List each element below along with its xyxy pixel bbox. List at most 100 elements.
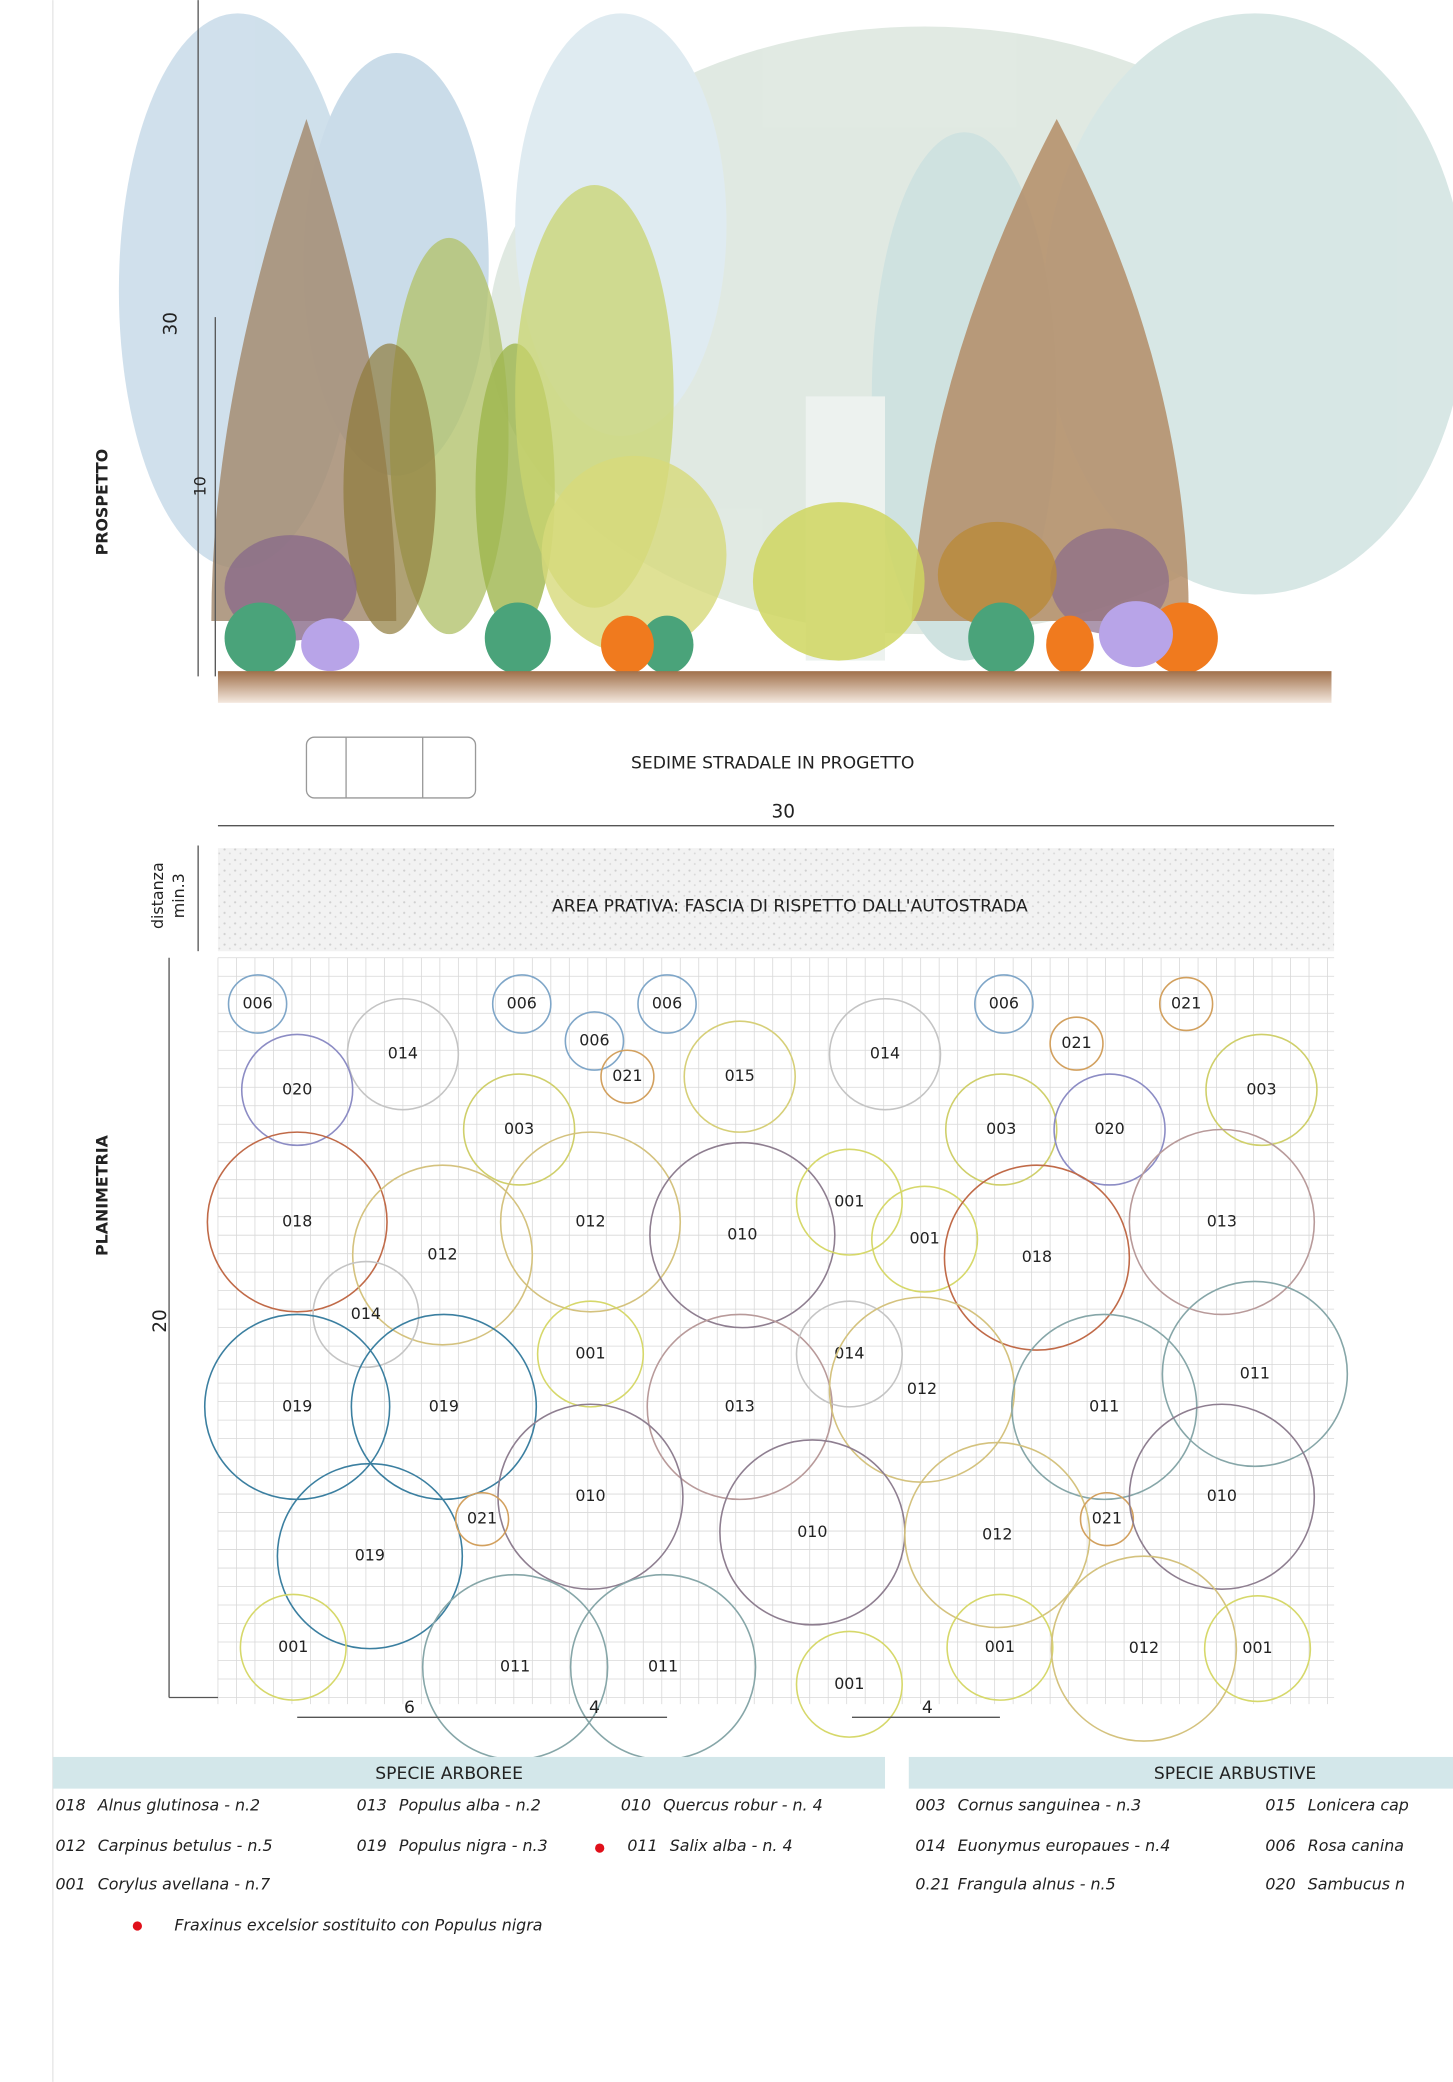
legend-code: 019 — [357, 1836, 387, 1855]
plant-canopy — [350, 1313, 538, 1501]
plant-label: 021 — [612, 1066, 642, 1085]
plant-canopy — [497, 1403, 684, 1590]
legend-code: 014 — [915, 1836, 945, 1855]
note-marker — [132, 1921, 142, 1931]
legend-name: Cornus sanguinea - n.3 — [958, 1795, 1142, 1814]
plant-label: 020 — [282, 1079, 312, 1098]
legend-code: 018 — [55, 1795, 85, 1814]
buffer-label: min.3 — [169, 873, 188, 918]
plant-canopy — [227, 974, 288, 1034]
plant-label: 019 — [355, 1546, 385, 1565]
plant-label: 021 — [1061, 1033, 1091, 1052]
legend-name: Carpinus betulus - n.5 — [98, 1836, 273, 1855]
legend-code: 012 — [55, 1836, 85, 1855]
plant-label: 014 — [388, 1044, 418, 1063]
plant-canopy — [795, 1630, 903, 1738]
legend: 018 Alnus glutinosa - n.2 013 Populus alba … — [55, 1795, 1408, 1893]
height-label: 30 — [161, 312, 182, 336]
spacing-label: 6 — [404, 1698, 415, 1718]
plant-canopy — [943, 1164, 1131, 1351]
plant-label: 001 — [834, 1192, 864, 1211]
plant-canopy — [1158, 976, 1214, 1032]
plant-label: 020 — [1094, 1119, 1124, 1138]
plant-label: 013 — [1207, 1211, 1237, 1230]
legend-name: Alnus glutinosa - n.2 — [97, 1795, 260, 1814]
plant-label: 013 — [725, 1396, 755, 1415]
spacing-label: 4 — [922, 1698, 933, 1718]
legend-header — [52, 1756, 886, 1789]
legend-name: Corylus avellana - n.7 — [98, 1875, 270, 1894]
plant-label: 001 — [834, 1674, 864, 1693]
plant-canopy — [974, 974, 1034, 1034]
section-label: PLANIMETRIA — [93, 1134, 112, 1256]
legend-code: 011 — [627, 1836, 657, 1855]
legend-code: 010 — [621, 1795, 651, 1814]
plant-label: 015 — [725, 1066, 755, 1085]
car-icon — [305, 736, 477, 799]
buffer-label: distanza — [148, 862, 167, 929]
plant-label: 010 — [1207, 1486, 1237, 1505]
depth-label: 20 — [150, 1309, 171, 1333]
legend-name: Lonicera cap — [1308, 1795, 1409, 1814]
legend-code: 0.21 — [915, 1875, 950, 1894]
plan-grid — [217, 957, 1335, 1705]
plant-label: 011 — [1089, 1396, 1119, 1415]
plant-label: 014 — [351, 1304, 381, 1323]
plant-canopy — [1203, 1594, 1312, 1703]
plant-label: 003 — [986, 1119, 1016, 1138]
spacing-label: 4 — [589, 1698, 600, 1718]
plant-canopy — [564, 1011, 625, 1071]
plant-label: 012 — [982, 1525, 1012, 1544]
plant-canopy — [491, 974, 552, 1034]
plant-canopy — [454, 1491, 510, 1547]
plant-label: 001 — [1242, 1638, 1272, 1657]
plant-canopy — [600, 1049, 655, 1104]
plant-label: 014 — [834, 1344, 864, 1363]
plant-canopy — [1128, 1128, 1316, 1316]
plant-label: 011 — [500, 1657, 530, 1676]
legend-name: Frangula alnus - n.5 — [958, 1875, 1116, 1894]
legend-title: SPECIE ARBUSTIVE — [1154, 1764, 1316, 1784]
plant-label: 003 — [504, 1119, 534, 1138]
plant-canopy — [904, 1441, 1091, 1629]
plant-canopy — [795, 1300, 903, 1408]
plant-canopy — [828, 997, 942, 1111]
plant-label: 011 — [1240, 1363, 1270, 1382]
plant-canopy — [206, 1131, 388, 1313]
plant-label: 018 — [282, 1211, 312, 1230]
section-label: PROSPETTO — [93, 449, 112, 556]
plant-canopy — [462, 1073, 576, 1186]
plant-label: 018 — [1022, 1247, 1052, 1266]
plant-canopy — [1050, 1555, 1238, 1742]
plant-label: 006 — [989, 994, 1019, 1013]
legend-name: Populus alba - n.2 — [399, 1795, 541, 1814]
plant-canopy — [536, 1300, 645, 1408]
plant-canopy — [1205, 1033, 1318, 1147]
legend-title: SPECIE ARBOREE — [375, 1764, 523, 1784]
plant-canopy — [239, 1593, 347, 1701]
plant-canopy — [1049, 1016, 1104, 1071]
plant-canopy — [646, 1313, 833, 1501]
ground — [217, 671, 1332, 703]
legend-code: 006 — [1265, 1836, 1295, 1855]
plant-canopy — [1128, 1403, 1316, 1590]
plant-canopy — [240, 1033, 354, 1147]
plant-label: 012 — [427, 1244, 457, 1263]
plant-canopy — [871, 1185, 979, 1293]
plant-canopy — [946, 1593, 1054, 1701]
legend-code: 015 — [1265, 1795, 1295, 1814]
plant-label: 021 — [1171, 994, 1201, 1013]
note-marker — [595, 1843, 605, 1853]
elevation-foreground — [211, 119, 1218, 674]
plant-label: 006 — [652, 994, 682, 1013]
plant-label: 006 — [507, 994, 537, 1013]
plant-label: 012 — [575, 1211, 605, 1230]
legend-name: Salix alba - n. 4 — [670, 1836, 793, 1855]
plant-label: 001 — [910, 1229, 940, 1248]
legend-code: 013 — [357, 1795, 387, 1814]
legend-name: Euonymus europaues - n.4 — [958, 1836, 1171, 1855]
road-label: SEDIME STRADALE IN PROGETTO — [631, 754, 914, 774]
plant-label: 001 — [278, 1637, 308, 1656]
